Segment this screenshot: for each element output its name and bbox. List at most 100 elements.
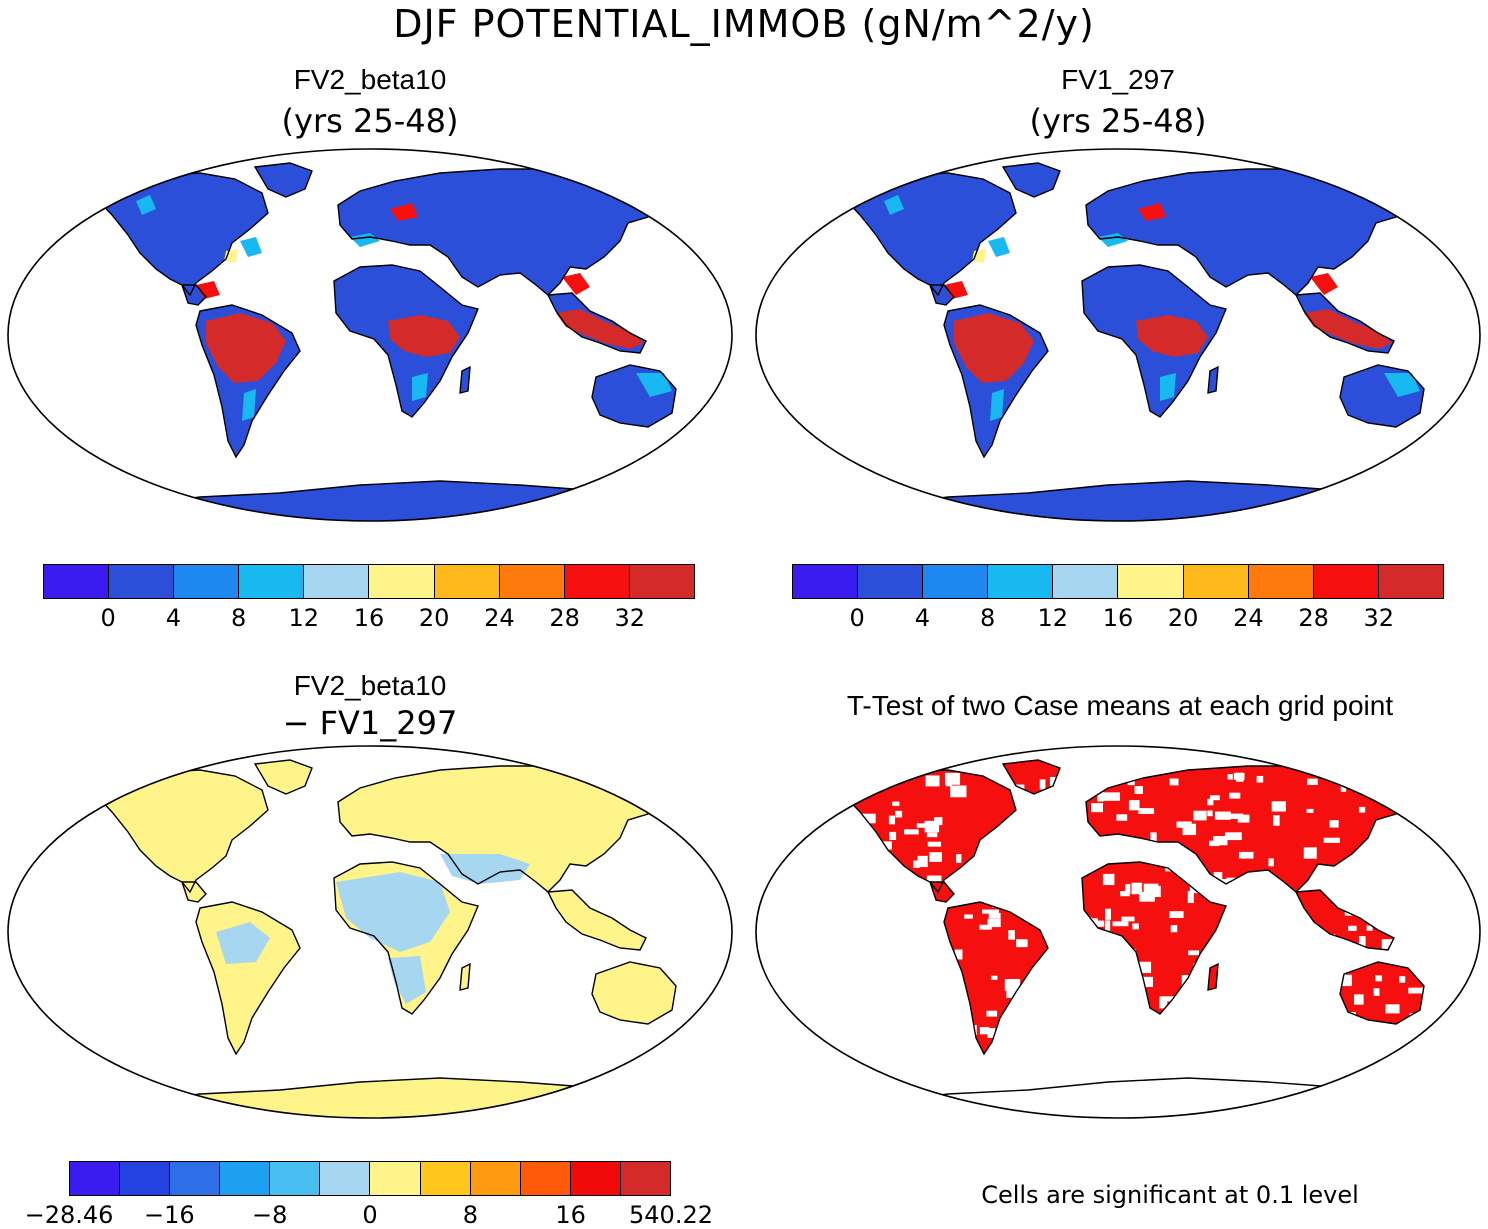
nonsignificant-cell [1138, 808, 1155, 815]
nonsignificant-cell [1120, 891, 1130, 897]
nonsignificant-cell [1193, 810, 1207, 821]
nonsignificant-cell [1229, 792, 1241, 799]
value-region [136, 195, 156, 215]
nonsignificant-cell [1006, 820, 1022, 827]
coastline-namerica [93, 769, 269, 894]
colorbar-tick-label: 28 [549, 604, 580, 632]
nonsignificant-cell [946, 986, 959, 996]
map-frame [7, 745, 733, 1119]
value-region [388, 315, 460, 357]
nonsignificant-cell [1385, 1004, 1400, 1014]
nonsignificant-cell [859, 855, 872, 861]
nonsignificant-cell [1313, 883, 1320, 889]
nonsignificant-cell [1091, 803, 1104, 813]
nonsignificant-cell [1253, 978, 1265, 987]
nonsignificant-cell [1413, 819, 1420, 825]
nonsignificant-cell [1123, 967, 1133, 980]
coastline-namerica [841, 172, 1017, 297]
coastline-camerica [181, 284, 207, 306]
nonsignificant-cell [1229, 1007, 1237, 1014]
value-region [440, 854, 530, 884]
nonsignificant-cell [1207, 798, 1214, 806]
nonsignificant-cell [1103, 792, 1121, 801]
nonsignificant-cell [1188, 950, 1200, 956]
nonsignificant-cell [1004, 978, 1021, 991]
colorbar-tick-label: 28 [1298, 604, 1329, 632]
colorbar-swatch [70, 1162, 121, 1195]
nonsignificant-cell [1268, 858, 1274, 867]
colorbar-tick-label: 0 [362, 1201, 378, 1229]
value-region [1384, 373, 1420, 397]
nonsignificant-cell [1398, 860, 1412, 870]
nonsignificant-cell [1256, 916, 1263, 927]
nonsignificant-cell [982, 909, 999, 914]
land-nz [694, 413, 710, 439]
colorbar-swatch [793, 565, 859, 598]
coastline-africa [333, 264, 479, 418]
nonsignificant-cell [1351, 883, 1361, 895]
colorbar-swatch [44, 565, 110, 598]
value-region [562, 273, 590, 295]
nonsignificant-cell [1090, 775, 1103, 786]
colorbar-swatch [434, 565, 500, 598]
nonsignificant-cell [925, 775, 940, 787]
colorbar-swatch [1313, 565, 1379, 598]
nonsignificant-cell [920, 986, 937, 993]
nonsignificant-cell [957, 1032, 966, 1044]
nonsignificant-cell [1260, 953, 1266, 966]
colorbar-swatch [420, 1162, 471, 1195]
nonsignificant-cell [1170, 925, 1178, 933]
land-madagascar [460, 964, 470, 990]
colorbar-swatch [1248, 565, 1314, 598]
coastline-madagascar [1207, 365, 1219, 394]
nonsignificant-cell [1128, 800, 1140, 811]
colorbar-swatch [170, 1162, 221, 1195]
nonsignificant-cell [1007, 1023, 1021, 1035]
nonsignificant-cell [1341, 1012, 1356, 1023]
nonsignificant-cell [1045, 800, 1059, 806]
nonsignificant-cell [900, 972, 915, 979]
nonsignificant-cell [1362, 784, 1376, 791]
colorbar-swatch [470, 1162, 521, 1195]
nonsignificant-cell [1124, 949, 1136, 955]
nonsignificant-cell [938, 933, 945, 939]
colorbar-tick-label: 32 [614, 604, 646, 632]
nonsignificant-cell [1364, 953, 1374, 964]
colorbar-swatch [988, 565, 1054, 598]
coastline-greenland [1001, 162, 1061, 198]
nonsignificant-cell [1271, 801, 1287, 812]
nonsignificant-cell [1335, 1029, 1346, 1038]
nonsignificant-cell [1275, 904, 1292, 916]
figure-title: DJF POTENTIAL_IMMOB (gN/m^2/y) [393, 2, 1095, 46]
land-greenland [255, 163, 312, 197]
colorbar-swatch [520, 1162, 571, 1195]
nonsignificant-cell [1417, 896, 1423, 908]
coastline-nz [1441, 411, 1459, 441]
value-region [944, 281, 968, 299]
nonsignificant-cell [1150, 832, 1157, 844]
nonsignificant-cell [1197, 880, 1212, 890]
colorbar-swatch [629, 565, 694, 598]
nonsignificant-cell [1108, 1005, 1120, 1010]
nonsignificant-cell [1051, 866, 1058, 878]
map-difference [7, 745, 733, 1119]
nonsignificant-cell [964, 1025, 977, 1036]
nonsignificant-cell [1227, 774, 1233, 780]
value-region [954, 313, 1034, 383]
nonsignificant-cell [1238, 851, 1254, 859]
colorbar-tick-label: 20 [1167, 604, 1199, 632]
coastline-camerica [181, 881, 207, 903]
land-nz [1442, 1010, 1458, 1036]
nonsignificant-cell [1143, 883, 1159, 894]
value-region [240, 237, 262, 257]
nonsignificant-cell [904, 829, 919, 835]
nonsignificant-cell [1398, 853, 1415, 864]
coastline-madagascar [459, 962, 471, 991]
coastline-seasia [546, 292, 647, 354]
map-frame [7, 148, 733, 522]
nonsignificant-cell [1263, 944, 1273, 952]
nonsignificant-cell [875, 883, 889, 893]
nonsignificant-cell [1019, 827, 1025, 837]
nonsignificant-cell [1257, 995, 1274, 1002]
nonsignificant-cell [1114, 1022, 1128, 1028]
